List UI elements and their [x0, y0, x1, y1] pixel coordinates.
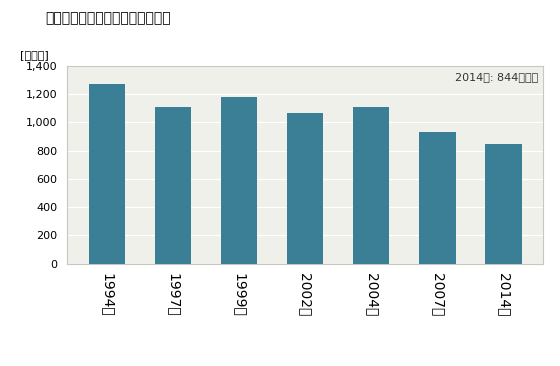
Bar	[88, 84, 125, 264]
Bar	[287, 113, 323, 264]
Bar	[221, 97, 257, 264]
Bar	[155, 107, 191, 264]
Text: 2014年: 844事業所: 2014年: 844事業所	[455, 72, 538, 82]
Bar	[419, 132, 456, 264]
Bar	[486, 144, 522, 264]
Text: 機械器具卸売業の事業所数の推移: 機械器具卸売業の事業所数の推移	[45, 11, 170, 25]
Text: [事業所]: [事業所]	[20, 50, 48, 60]
Bar	[353, 107, 390, 264]
